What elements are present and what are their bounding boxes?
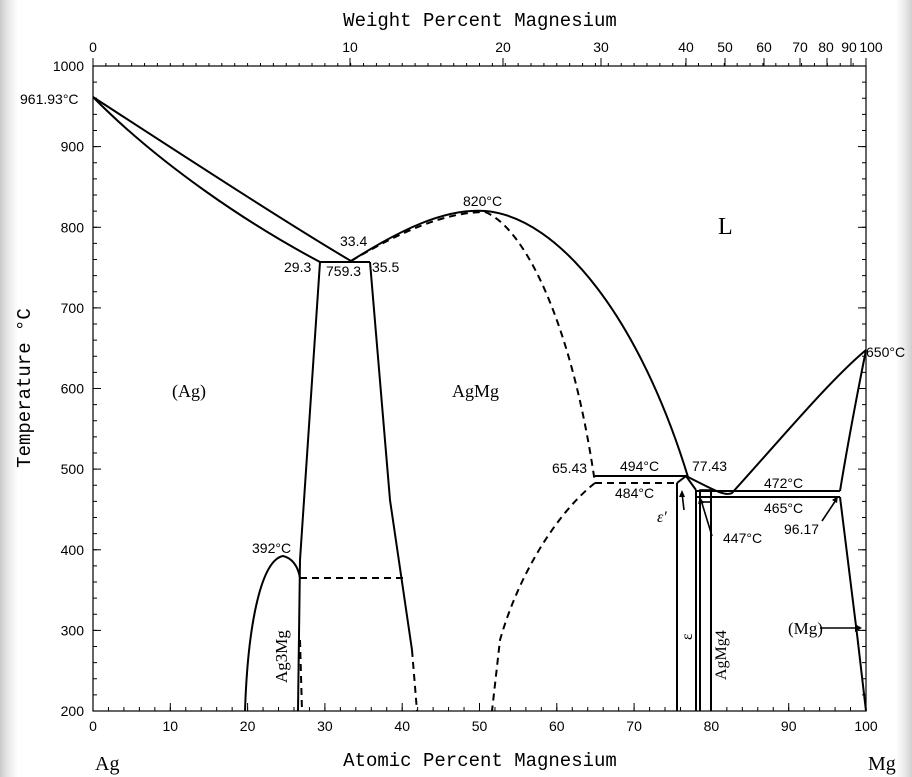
top-tick-label: 90 [841, 39, 857, 55]
agmg-solvus-dashed [491, 482, 596, 712]
mg-liquidus-line [687, 349, 867, 495]
peritectic-low-label: 484°C [615, 485, 654, 501]
agmg-solidus-right-dashed [484, 211, 596, 484]
mg-melt-label: 650°C [866, 344, 905, 360]
y-tick-label: 500 [61, 461, 85, 477]
agmg4-phase-label: AgMg4 [713, 630, 730, 680]
top-tick-label: 60 [756, 39, 772, 55]
ag3mg-phase-label: Ag3Mg [272, 630, 291, 683]
top-tick-label: 30 [593, 39, 609, 55]
mg-solvus-line [839, 496, 867, 712]
y-tick-label: 200 [61, 703, 85, 719]
mg-solidus-line [839, 349, 867, 492]
ag-liquidus-line [92, 96, 352, 262]
top-tick-label: 0 [89, 39, 97, 55]
x-tick-label: 0 [89, 718, 97, 734]
eutectic-temp-label: 759.3 [326, 263, 361, 279]
y-tick-label: 600 [61, 381, 85, 397]
x-tick-label: 40 [394, 718, 410, 734]
top-tick-label: 20 [495, 39, 511, 55]
top-tick-label: 80 [818, 39, 834, 55]
eutectic-right-label: 35.5 [372, 259, 399, 275]
y-tick-label: 300 [61, 622, 85, 638]
top-tick-label: 50 [717, 39, 733, 55]
peritectic-left-label: 65.43 [552, 460, 587, 476]
top-tick-label: 100 [859, 39, 883, 55]
agmg-solidus-left-dashed [350, 211, 486, 262]
epsilon-phase-label: ε [679, 633, 696, 640]
ag-solid-phase-label: (Ag) [172, 381, 206, 402]
annotation-arrows [679, 490, 862, 632]
x-tick-label: 100 [854, 718, 878, 734]
agmg-left-solid-line [369, 261, 413, 651]
top-tick-label: 10 [342, 39, 358, 55]
ag3mg-max-label: 392°C [252, 540, 291, 556]
mg-solid-phase-label: (Mg) [788, 619, 823, 638]
y-tick-label: 900 [61, 139, 85, 155]
agmg-max-label: 820°C [463, 193, 502, 209]
ag3mg-lower-dashed-line [299, 639, 303, 712]
bottom-axis-title: Atomic Percent Magnesium [343, 750, 617, 772]
ag3mg-dome-line [244, 554, 301, 712]
eutectic-left-label: 29.3 [284, 259, 311, 275]
right-element-label: Mg [868, 753, 896, 775]
y-tick-label: 700 [61, 300, 85, 316]
x-tick-label: 50 [472, 718, 488, 734]
x-tick-label: 20 [240, 718, 256, 734]
phase-boundaries [92, 96, 867, 712]
agmg-phase-label: AgMg [452, 381, 499, 401]
ag-melt-label: 961.93°C [20, 91, 79, 107]
epsilon-prime-phase-label: ε′ [657, 509, 667, 526]
ag-solidus-line [92, 96, 321, 263]
low-temp-label: 447°C [723, 530, 762, 546]
x-tick-label: 70 [626, 718, 642, 734]
liquid-phase-label: L [718, 214, 733, 240]
y-tick-label: 1000 [53, 58, 84, 74]
ag-solvus-line [297, 261, 321, 712]
x-tick-label: 90 [781, 718, 797, 734]
top-axis-title: Weight Percent Magnesium [343, 10, 617, 32]
x-tick-label: 80 [704, 718, 720, 734]
left-element-label: Ag [95, 753, 119, 775]
epsilon-top-line [676, 474, 697, 491]
x-tick-label: 10 [163, 718, 179, 734]
peritectic-temp-label: 494°C [620, 458, 659, 474]
x-tick-label: 60 [549, 718, 565, 734]
left-axis-title: Temperature °C [14, 308, 36, 468]
agmg-left-dashed-line [411, 649, 418, 712]
top-tick-label: 40 [678, 39, 694, 55]
eutectic-mg-comp-label: 96.17 [784, 521, 819, 537]
x-tick-label: 30 [317, 718, 333, 734]
peritectic-right-label: 77.43 [692, 458, 727, 474]
eutectic-mg-temp-label: 472°C [764, 475, 803, 491]
eutectic-comp-label: 33.4 [340, 233, 367, 249]
eutectic-mg-low-label: 465°C [764, 500, 803, 516]
agmg-liquidus-line [350, 209, 689, 478]
y-tick-label: 400 [61, 542, 85, 558]
top-tick-label: 70 [792, 39, 808, 55]
y-tick-label: 800 [61, 219, 85, 235]
